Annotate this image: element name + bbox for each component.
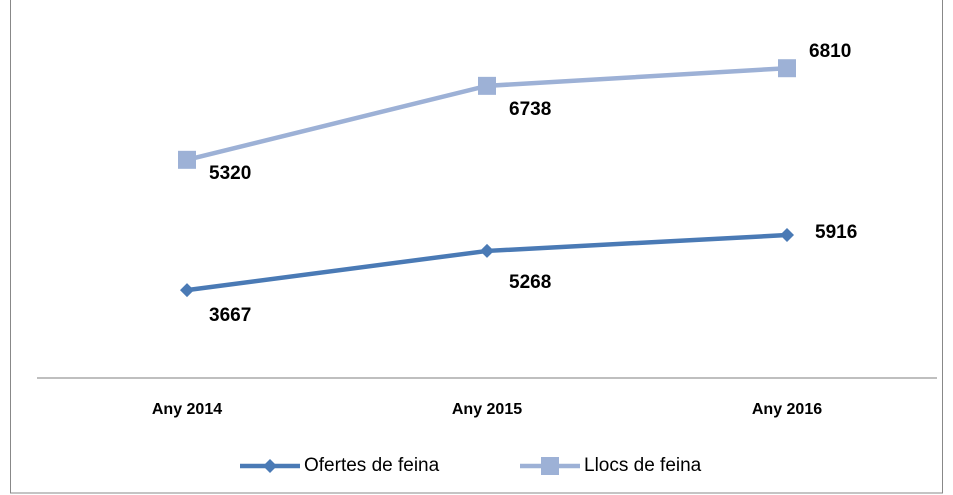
x-tick-label: Any 2016 (752, 401, 822, 418)
data-label: 5320 (209, 163, 251, 184)
data-label: 6738 (509, 99, 551, 120)
marker (478, 76, 496, 95)
data-label: 5268 (509, 272, 551, 293)
data-label: 3667 (209, 305, 251, 326)
marker (480, 243, 494, 258)
legend-label: Llocs de feina (584, 455, 702, 476)
data-label: 5916 (815, 222, 857, 243)
x-tick-label: Any 2014 (152, 401, 222, 418)
marker (263, 459, 277, 473)
x-tick-label: Any 2015 (452, 401, 522, 418)
marker (180, 283, 194, 298)
chart-frame (10, 0, 943, 494)
data-label: 6810 (809, 41, 851, 62)
marker (178, 150, 196, 169)
marker (780, 228, 794, 243)
marker (778, 59, 796, 78)
marker (541, 457, 559, 475)
legend-label: Ofertes de feina (304, 455, 440, 476)
